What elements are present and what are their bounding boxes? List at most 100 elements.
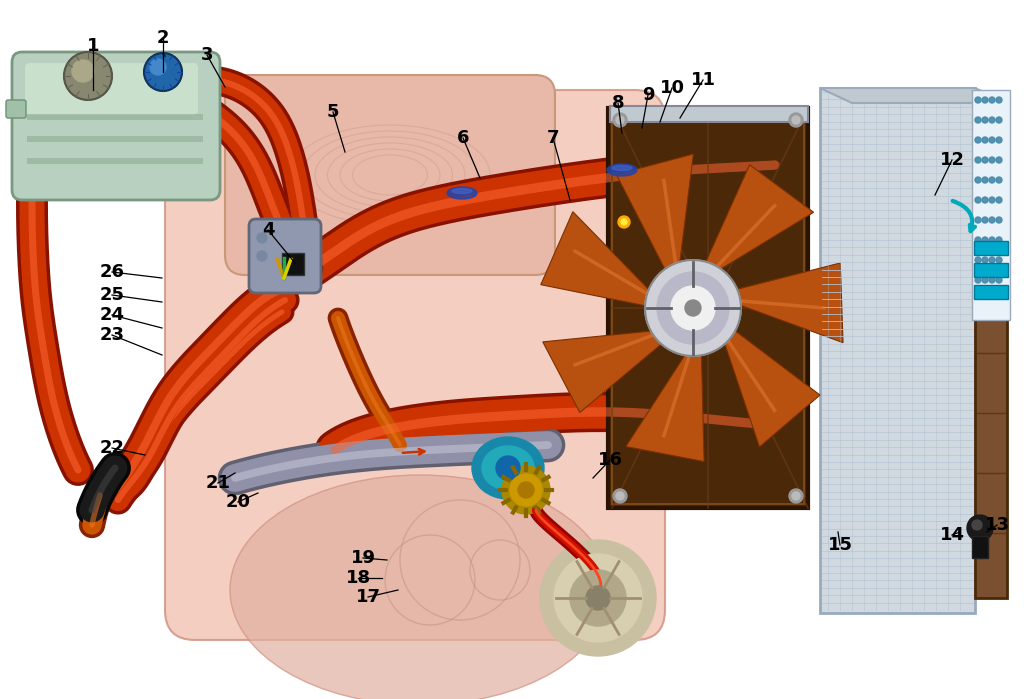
FancyBboxPatch shape xyxy=(25,63,198,115)
Circle shape xyxy=(982,257,988,263)
FancyBboxPatch shape xyxy=(225,75,555,275)
Text: 20: 20 xyxy=(225,493,251,511)
Circle shape xyxy=(982,157,988,163)
Circle shape xyxy=(518,482,534,498)
Circle shape xyxy=(989,277,995,283)
Text: 11: 11 xyxy=(690,71,716,89)
Bar xyxy=(610,106,808,122)
Circle shape xyxy=(975,137,981,143)
Circle shape xyxy=(982,117,988,123)
Circle shape xyxy=(496,456,520,480)
Circle shape xyxy=(975,197,981,203)
Circle shape xyxy=(685,300,701,316)
Circle shape xyxy=(510,474,542,506)
Circle shape xyxy=(989,117,995,123)
Circle shape xyxy=(554,554,642,642)
Circle shape xyxy=(996,177,1002,183)
Circle shape xyxy=(975,117,981,123)
Polygon shape xyxy=(608,108,808,508)
Circle shape xyxy=(996,117,1002,123)
Circle shape xyxy=(989,217,995,223)
Bar xyxy=(974,285,1008,299)
Text: 16: 16 xyxy=(597,451,623,469)
Text: 17: 17 xyxy=(355,588,381,606)
Circle shape xyxy=(790,489,803,503)
Text: 5: 5 xyxy=(327,103,339,121)
Text: 23: 23 xyxy=(99,326,125,344)
Circle shape xyxy=(790,113,803,127)
Circle shape xyxy=(996,257,1002,263)
FancyBboxPatch shape xyxy=(249,219,321,293)
Circle shape xyxy=(975,237,981,243)
Circle shape xyxy=(975,157,981,163)
Circle shape xyxy=(989,137,995,143)
Ellipse shape xyxy=(472,437,544,499)
Text: 6: 6 xyxy=(457,129,469,147)
Text: 2: 2 xyxy=(157,29,169,47)
Bar xyxy=(27,158,203,164)
Circle shape xyxy=(982,197,988,203)
Ellipse shape xyxy=(607,164,637,176)
Circle shape xyxy=(257,233,267,243)
Circle shape xyxy=(645,260,741,356)
Circle shape xyxy=(996,137,1002,143)
Circle shape xyxy=(618,216,630,228)
Circle shape xyxy=(989,157,995,163)
Text: 22: 22 xyxy=(99,439,125,457)
Circle shape xyxy=(570,570,626,626)
Text: 7: 7 xyxy=(547,129,559,147)
Circle shape xyxy=(150,59,166,75)
Text: 15: 15 xyxy=(827,536,853,554)
Circle shape xyxy=(982,237,988,243)
Circle shape xyxy=(982,217,988,223)
Circle shape xyxy=(996,277,1002,283)
Circle shape xyxy=(616,116,624,124)
Ellipse shape xyxy=(482,446,534,490)
Circle shape xyxy=(586,586,610,610)
Circle shape xyxy=(975,217,981,223)
Circle shape xyxy=(996,197,1002,203)
Circle shape xyxy=(989,257,995,263)
Circle shape xyxy=(257,251,267,261)
Circle shape xyxy=(975,97,981,103)
Circle shape xyxy=(975,177,981,183)
Circle shape xyxy=(792,492,800,500)
Circle shape xyxy=(540,540,656,656)
Text: 4: 4 xyxy=(262,221,274,239)
Circle shape xyxy=(989,237,995,243)
Ellipse shape xyxy=(447,187,477,199)
Bar xyxy=(27,136,203,142)
Circle shape xyxy=(621,219,627,225)
Circle shape xyxy=(613,489,627,503)
Circle shape xyxy=(144,53,182,91)
Polygon shape xyxy=(626,355,705,461)
FancyBboxPatch shape xyxy=(6,100,26,118)
Circle shape xyxy=(989,177,995,183)
Circle shape xyxy=(967,515,993,541)
Text: 9: 9 xyxy=(642,86,654,104)
Circle shape xyxy=(616,492,624,500)
Bar xyxy=(612,112,804,504)
Bar xyxy=(972,536,988,558)
Polygon shape xyxy=(543,331,662,412)
Circle shape xyxy=(792,116,800,124)
Circle shape xyxy=(996,157,1002,163)
Text: 19: 19 xyxy=(350,549,376,567)
Text: 1: 1 xyxy=(87,37,99,55)
Circle shape xyxy=(996,237,1002,243)
Text: 14: 14 xyxy=(939,526,965,544)
Bar xyxy=(975,103,1007,598)
Text: 24: 24 xyxy=(99,306,125,324)
Polygon shape xyxy=(541,212,649,305)
Ellipse shape xyxy=(452,189,472,194)
Text: 8: 8 xyxy=(611,94,625,112)
Circle shape xyxy=(989,97,995,103)
Text: 12: 12 xyxy=(939,151,965,169)
Polygon shape xyxy=(616,154,693,269)
Text: 13: 13 xyxy=(984,516,1010,534)
Circle shape xyxy=(996,97,1002,103)
Ellipse shape xyxy=(612,166,632,171)
Circle shape xyxy=(975,277,981,283)
Polygon shape xyxy=(737,263,843,343)
Text: 10: 10 xyxy=(659,79,684,97)
